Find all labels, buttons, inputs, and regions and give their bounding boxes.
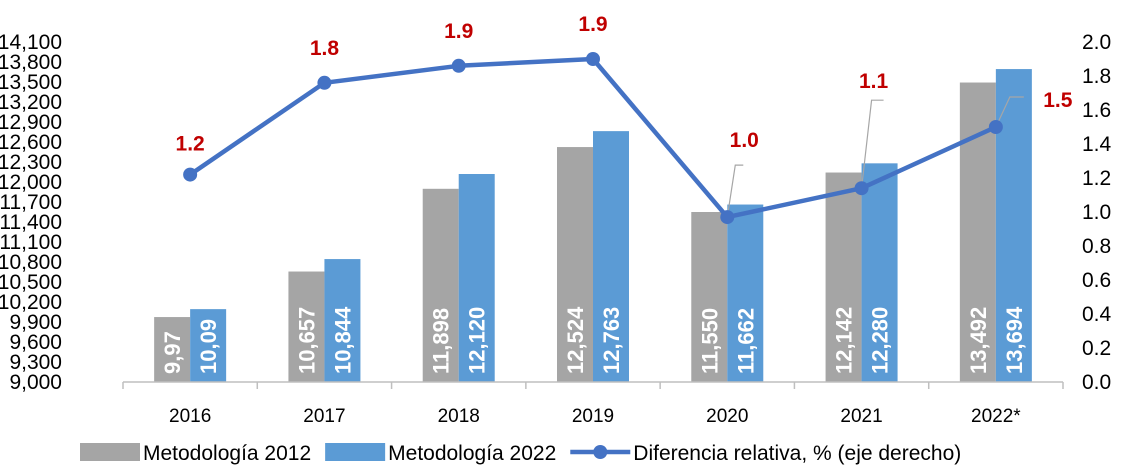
right-axis-tick-label: 2.0 (1082, 31, 1111, 54)
relative-difference-line (183, 52, 1003, 225)
left-axis-tick-label: 9,900 (9, 311, 62, 334)
line-point-label: 1.8 (310, 37, 340, 60)
left-axis-tick-label: 9,300 (9, 351, 62, 374)
bar-metodologia-2012 (422, 188, 459, 382)
bar-metodologia-2022 (861, 163, 898, 382)
left-axis-tick-label: 9,600 (9, 331, 62, 354)
bar-data-label: 12,142 (832, 307, 857, 374)
point-label-leader-line (995, 96, 1024, 128)
line-point-label: 1.9 (444, 20, 473, 43)
x-axis-category-label: 2021 (840, 406, 882, 427)
line-data-point (720, 210, 735, 225)
bar-data-label: 11,898 (429, 308, 454, 374)
legend: Metodología 2012 Metodología 2022 Diferenc… (80, 442, 961, 465)
legend-swatch (80, 443, 140, 461)
x-axis-category-label: 2022* (971, 406, 1021, 427)
legend-label: Metodología 2022 (388, 442, 556, 465)
left-axis-tick-label: 11,100 (0, 231, 62, 254)
line-data-point (317, 75, 332, 90)
x-axis-category-label: 2017 (303, 406, 345, 427)
bar-metodologia-2022 (727, 204, 764, 382)
line-point-label: 1.9 (578, 13, 607, 36)
right-axis-tick-label: 1.0 (1082, 201, 1111, 224)
left-axis-tick-label: 11,700 (0, 191, 62, 214)
bar-data-label: 13,694 (1002, 306, 1027, 374)
bar-metodologia-2012 (825, 172, 862, 382)
x-axis-category-label: 2018 (438, 406, 480, 427)
legend-swatch (325, 443, 386, 461)
bar-metodologia-2012 (288, 271, 325, 382)
bars (154, 69, 1032, 383)
line-data-point (183, 167, 198, 182)
right-axis-tick-label: 0.0 (1082, 371, 1111, 394)
left-axis-tick-label: 13,800 (0, 51, 62, 74)
bar-metodologia-2012 (691, 212, 728, 382)
point-label-leader-line (860, 99, 884, 189)
right-axis-tick-label: 1.2 (1082, 167, 1111, 190)
bar-metodologia-2012 (959, 82, 996, 383)
left-axis-tick-label: 13,200 (0, 91, 62, 114)
legend-line-marker (593, 445, 608, 459)
bar-metodologia-2022 (995, 69, 1032, 383)
right-y-axis: 0.0 0.2 0.4 0.6 0.8 1.0 1.2 1.4 1.6 1.8 2.0 (1082, 31, 1112, 394)
right-axis-tick-label: 1.6 (1082, 99, 1111, 122)
line-point-label: 1.5 (1043, 89, 1073, 112)
left-axis-tick-label: 11,400 (0, 211, 62, 234)
left-y-axis: 9,0009,3009,6009,90010,20010,50010,80011… (0, 31, 62, 394)
leader-lines (726, 96, 1024, 218)
legend-label: Diferencia relativa, % (eje derecho) (633, 442, 961, 465)
line-data-point (451, 58, 466, 73)
left-axis-tick-label: 14,100 (0, 31, 62, 54)
bar-data-label: 12,763 (599, 307, 624, 374)
x-axis-category-label: 2020 (706, 406, 748, 427)
left-axis-tick-label: 10,200 (0, 291, 62, 314)
bar-data-label: 12,120 (465, 307, 490, 374)
right-axis-tick-label: 0.2 (1082, 337, 1111, 360)
line-data-point (854, 181, 869, 196)
bar-data-label: 11,550 (697, 308, 722, 374)
bar-data-label: 13,492 (966, 307, 991, 374)
right-axis-tick-label: 1.8 (1082, 65, 1111, 88)
line-data-point (586, 52, 600, 66)
bar-metodologia-2012 (557, 147, 593, 382)
right-axis-tick-label: 0.6 (1082, 269, 1111, 292)
left-axis-tick-label: 12,900 (0, 111, 62, 134)
bar-metodologia-2022 (324, 259, 361, 382)
line-point-label: 1.1 (859, 70, 889, 93)
bar-data-label: 12,280 (868, 307, 893, 374)
bar-metodologia-2012 (154, 317, 191, 382)
point-labels: 1.2 1.8 1.9 1.9 1.0 1.1 1.5 (176, 13, 1073, 156)
bar-metodologia-2022 (458, 174, 495, 382)
left-axis-tick-label: 10,800 (0, 251, 62, 274)
x-axis-category-label: 2019 (572, 406, 614, 427)
point-label-leader-line (726, 164, 744, 218)
right-axis-tick-label: 0.4 (1082, 303, 1112, 326)
left-axis-tick-label: 13,500 (0, 71, 62, 94)
bar-data-label: 11,662 (733, 308, 758, 374)
left-axis-tick-label: 12,300 (0, 151, 62, 174)
bar-labels: 9,97 10,657 11,898 12,524 11,550 12,142 13,492… (160, 306, 1027, 374)
bar-metodologia-2022 (190, 309, 227, 382)
bar-data-label: 9,97 (160, 331, 185, 374)
line-point-label: 1.0 (730, 129, 759, 152)
left-axis-tick-label: 12,600 (0, 131, 62, 154)
legend-label: Metodología 2012 (143, 442, 311, 465)
left-axis-tick-label: 9,000 (9, 371, 62, 394)
bar-data-label: 10,09 (196, 319, 221, 374)
x-axis-labels: 2016 2017 2018 2019 2020 2021 2022* (169, 406, 1021, 427)
x-axis-ticks (122, 382, 1064, 389)
bar-data-label: 12,524 (563, 306, 588, 374)
left-axis-tick-label: 10,500 (0, 271, 62, 294)
left-axis-tick-label: 12,000 (0, 171, 62, 194)
bar-metodologia-2022 (593, 131, 629, 382)
bar-data-label: 10,657 (294, 307, 319, 374)
line-data-point (988, 120, 1003, 134)
right-axis-tick-label: 0.8 (1082, 235, 1111, 258)
bar-data-label: 10,844 (330, 306, 355, 374)
line-point-label: 1.2 (176, 133, 205, 156)
right-axis-tick-label: 1.4 (1082, 133, 1112, 156)
x-axis-category-label: 2016 (169, 406, 211, 427)
